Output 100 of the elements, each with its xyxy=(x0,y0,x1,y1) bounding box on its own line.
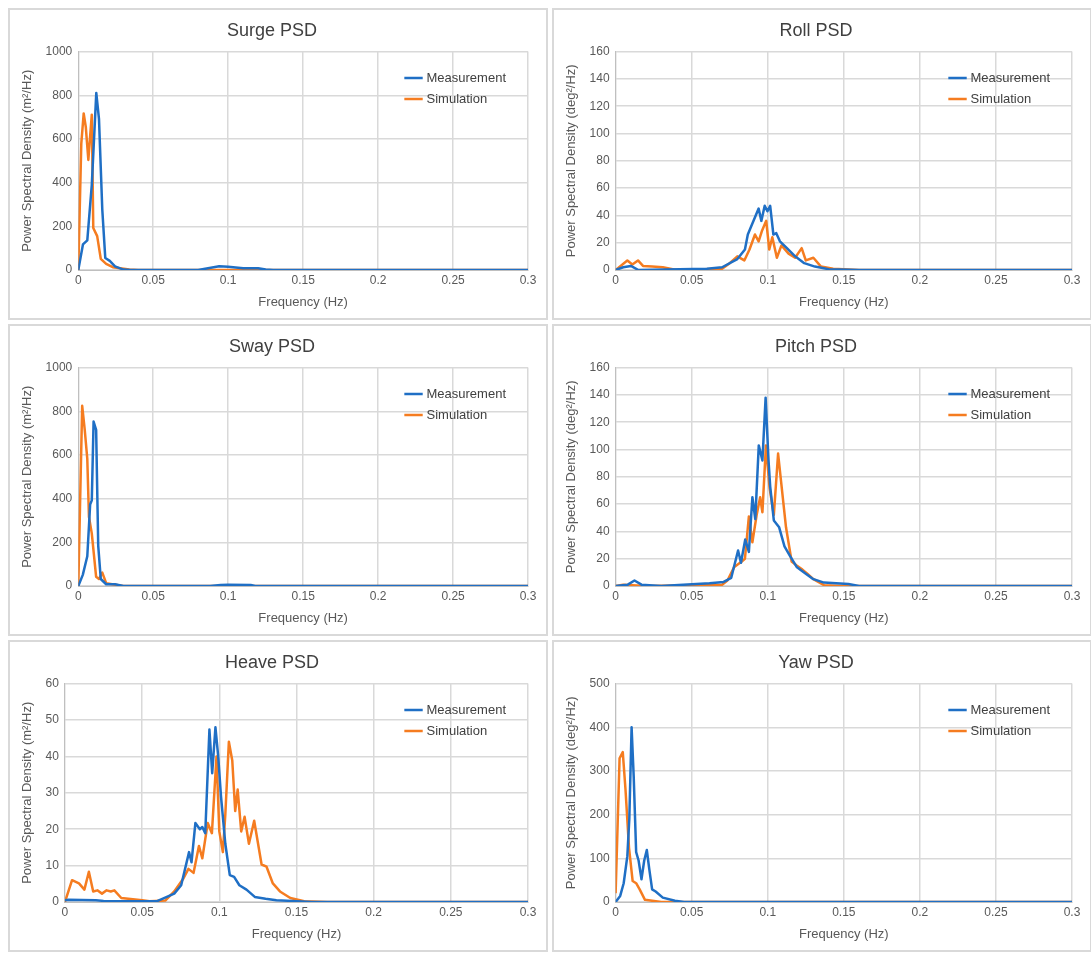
y-tick-label: 0 xyxy=(602,894,610,909)
x-axis-title: Frequency (Hz) xyxy=(258,609,348,625)
x-tick-label: 0.2 xyxy=(365,904,383,919)
x-tick-label: 0.15 xyxy=(832,588,856,603)
x-tick-label: 0.1 xyxy=(759,904,777,919)
y-tick-label: 40 xyxy=(596,207,610,222)
y-axis-title: Power Spectral Density (m²/Hz) xyxy=(19,701,35,884)
legend-label: Measurement xyxy=(426,69,507,85)
y-tick-label: 0 xyxy=(602,578,610,593)
y-axis-title: Power Spectral Density (m²/Hz) xyxy=(19,69,35,252)
y-tick-label: 0 xyxy=(65,262,73,277)
x-tick-label: 0.2 xyxy=(911,904,929,919)
y-tick-label: 120 xyxy=(589,414,610,429)
x-tick-label: 0.2 xyxy=(369,588,387,603)
x-tick-label: 0.25 xyxy=(984,588,1008,603)
chart-title: Yaw PSD xyxy=(778,651,854,672)
x-tick-label: 0.1 xyxy=(759,588,777,603)
legend-label: Measurement xyxy=(970,69,1051,85)
x-axis-title: Frequency (Hz) xyxy=(258,293,348,309)
y-axis-title: Power Spectral Density (deg²/Hz) xyxy=(563,696,579,890)
x-tick-label: 0.2 xyxy=(911,588,929,603)
y-tick-label: 600 xyxy=(52,131,73,146)
x-tick-label: 0.05 xyxy=(680,272,704,287)
x-tick-label: 0.25 xyxy=(441,588,466,603)
y-tick-label: 0 xyxy=(602,262,610,277)
legend-label: Simulation xyxy=(426,406,488,422)
y-tick-label: 100 xyxy=(589,441,610,456)
x-tick-label: 0.05 xyxy=(680,904,704,919)
y-tick-label: 0 xyxy=(65,578,73,593)
y-axis-title: Power Spectral Density (deg²/Hz) xyxy=(563,64,579,258)
x-axis-title: Frequency (Hz) xyxy=(251,925,342,941)
y-tick-label: 50 xyxy=(45,712,60,727)
x-tick-label: 0 xyxy=(612,588,620,603)
x-axis-title: Frequency (Hz) xyxy=(799,925,889,941)
y-tick-label: 200 xyxy=(52,534,73,549)
y-tick-label: 140 xyxy=(589,71,610,86)
x-tick-label: 0 xyxy=(612,272,620,287)
y-tick-label: 600 xyxy=(52,447,73,462)
x-tick-label: 0.15 xyxy=(291,272,316,287)
y-tick-label: 100 xyxy=(589,125,610,140)
x-tick-label: 0.15 xyxy=(832,904,856,919)
x-tick-label: 0.1 xyxy=(759,272,777,287)
y-tick-label: 60 xyxy=(596,496,610,511)
x-tick-label: 0 xyxy=(612,904,620,919)
legend-label: Measurement xyxy=(426,385,507,401)
y-tick-label: 20 xyxy=(596,551,610,566)
y-tick-label: 20 xyxy=(596,235,610,250)
y-tick-label: 10 xyxy=(45,857,60,872)
x-axis-title: Frequency (Hz) xyxy=(799,609,889,625)
y-tick-label: 200 xyxy=(52,218,73,233)
x-tick-label: 0.25 xyxy=(984,904,1008,919)
chart-title: Pitch PSD xyxy=(774,335,858,356)
y-tick-label: 800 xyxy=(52,403,73,418)
y-tick-label: 160 xyxy=(589,359,610,374)
y-tick-label: 120 xyxy=(589,98,610,113)
x-axis-title: Frequency (Hz) xyxy=(799,293,889,309)
chart-title: Roll PSD xyxy=(779,19,853,40)
x-tick-label: 0.3 xyxy=(1063,272,1081,287)
x-tick-label: 0.1 xyxy=(219,588,237,603)
x-tick-label: 0.3 xyxy=(1063,588,1081,603)
y-axis-title: Power Spectral Density (m²/Hz) xyxy=(19,385,35,568)
y-tick-label: 400 xyxy=(52,490,73,505)
x-tick-label: 0.05 xyxy=(141,588,166,603)
y-axis-title: Power Spectral Density (deg²/Hz) xyxy=(563,380,579,574)
x-tick-label: 0.05 xyxy=(680,588,704,603)
y-tick-label: 160 xyxy=(589,43,610,58)
x-tick-label: 0.05 xyxy=(141,272,166,287)
x-tick-label: 0.25 xyxy=(439,904,463,919)
y-tick-label: 300 xyxy=(589,763,610,778)
y-tick-label: 800 xyxy=(52,87,73,102)
y-tick-label: 40 xyxy=(596,523,610,538)
x-tick-label: 0.15 xyxy=(284,904,309,919)
legend-label: Simulation xyxy=(426,722,488,738)
legend-label: Simulation xyxy=(970,406,1032,422)
x-tick-label: 0.1 xyxy=(210,904,228,919)
legend-label: Simulation xyxy=(426,90,488,106)
y-tick-label: 80 xyxy=(596,469,610,484)
y-tick-label: 60 xyxy=(45,675,60,690)
chart-title: Surge PSD xyxy=(226,19,318,40)
y-tick-label: 0 xyxy=(52,894,60,909)
chart-title: Heave PSD xyxy=(224,651,320,672)
y-tick-label: 30 xyxy=(45,785,60,800)
legend-label: Simulation xyxy=(970,90,1032,106)
x-tick-label: 0.2 xyxy=(369,272,387,287)
y-tick-label: 400 xyxy=(52,174,73,189)
y-tick-label: 80 xyxy=(596,153,610,168)
y-tick-label: 40 xyxy=(45,748,60,763)
y-tick-label: 20 xyxy=(45,821,60,836)
x-tick-label: 0.15 xyxy=(291,588,316,603)
y-tick-label: 400 xyxy=(589,719,610,734)
x-tick-label: 0.3 xyxy=(519,588,537,603)
x-tick-label: 0.05 xyxy=(130,904,155,919)
legend-label: Measurement xyxy=(970,701,1051,717)
x-tick-label: 0.25 xyxy=(984,272,1008,287)
y-tick-label: 1000 xyxy=(45,359,73,374)
legend-label: Measurement xyxy=(426,701,507,717)
x-tick-label: 0.2 xyxy=(911,272,929,287)
x-tick-label: 0.3 xyxy=(1063,904,1081,919)
x-tick-label: 0.25 xyxy=(441,272,466,287)
legend-label: Measurement xyxy=(970,385,1051,401)
